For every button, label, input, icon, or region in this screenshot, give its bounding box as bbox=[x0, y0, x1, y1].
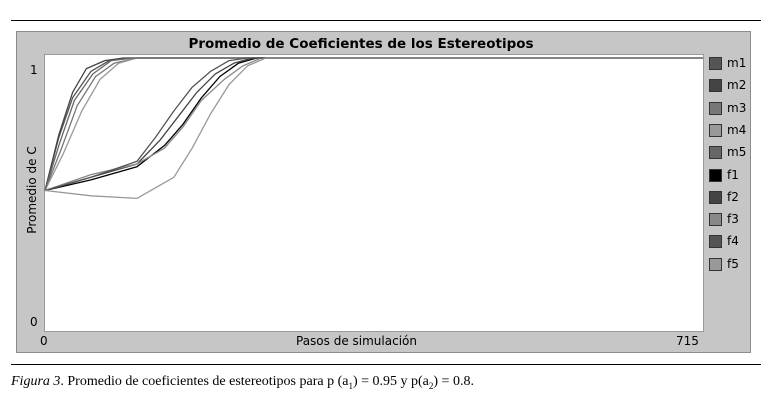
series-line-f4 bbox=[44, 57, 703, 192]
legend-swatch-f4 bbox=[709, 235, 722, 249]
legend-swatch-f2 bbox=[709, 190, 722, 204]
legend-label-f4: f4 bbox=[727, 234, 739, 249]
series-line-m2 bbox=[44, 57, 703, 191]
legend-swatch-m1 bbox=[709, 57, 722, 70]
chart-title: Promedio de Coeficientes de los Estereot… bbox=[188, 36, 534, 52]
x-tick-label-start: 0 bbox=[40, 334, 48, 348]
legend-label-m2: m2 bbox=[727, 78, 747, 93]
figure-caption: Figura 3. Promedio de coeficientes de es… bbox=[11, 374, 474, 391]
y-tick-label-top: 1 bbox=[30, 63, 38, 77]
series-line-m1 bbox=[44, 57, 703, 191]
legend-swatch-f1 bbox=[709, 168, 722, 182]
plot-area bbox=[44, 54, 704, 332]
bottom-rule bbox=[11, 364, 761, 365]
legend-swatch-m3 bbox=[709, 101, 722, 115]
legend-label-m3: m3 bbox=[727, 100, 747, 115]
series-line-f3 bbox=[44, 57, 703, 192]
legend-label-f5: f5 bbox=[727, 256, 739, 271]
caption-subscript-a2: 2 bbox=[428, 380, 434, 391]
top-rule bbox=[11, 20, 761, 21]
legend-label-m1: m1 bbox=[727, 56, 747, 70]
legend-label-f2: f2 bbox=[727, 189, 739, 204]
series-line-m3 bbox=[44, 57, 703, 191]
series-line-f2 bbox=[44, 57, 703, 192]
caption-text-part1: . Promedio de coeficientes de estereotip… bbox=[60, 374, 349, 389]
legend-label-m4: m4 bbox=[727, 122, 747, 137]
caption-text-part2: ) = 0.95 y p(a bbox=[352, 374, 429, 389]
y-tick-label-bottom: 0 bbox=[30, 315, 38, 329]
caption-text-part3: ) = 0.8. bbox=[433, 374, 474, 389]
series-line-f1 bbox=[44, 57, 703, 192]
legend-swatch-m4 bbox=[709, 123, 722, 137]
series-line-f5 bbox=[44, 57, 703, 200]
figure-label: Figura 3 bbox=[11, 374, 61, 389]
legend-label-f1: f1 bbox=[727, 167, 739, 182]
series-line-m4 bbox=[44, 57, 703, 191]
legend-swatch-m2 bbox=[709, 79, 722, 93]
legend-label-f3: f3 bbox=[727, 212, 739, 227]
legend-label-m5: m5 bbox=[727, 145, 747, 160]
series-line-m5 bbox=[44, 57, 703, 191]
x-tick-label-end: 715 bbox=[676, 334, 699, 348]
legend-swatch-f3 bbox=[709, 213, 722, 227]
legend-swatch-m5 bbox=[709, 146, 722, 160]
x-axis-label: Pasos de simulación bbox=[296, 334, 417, 348]
caption-subscript-a1: 1 bbox=[348, 380, 353, 391]
legend-swatch-f5 bbox=[709, 257, 722, 271]
